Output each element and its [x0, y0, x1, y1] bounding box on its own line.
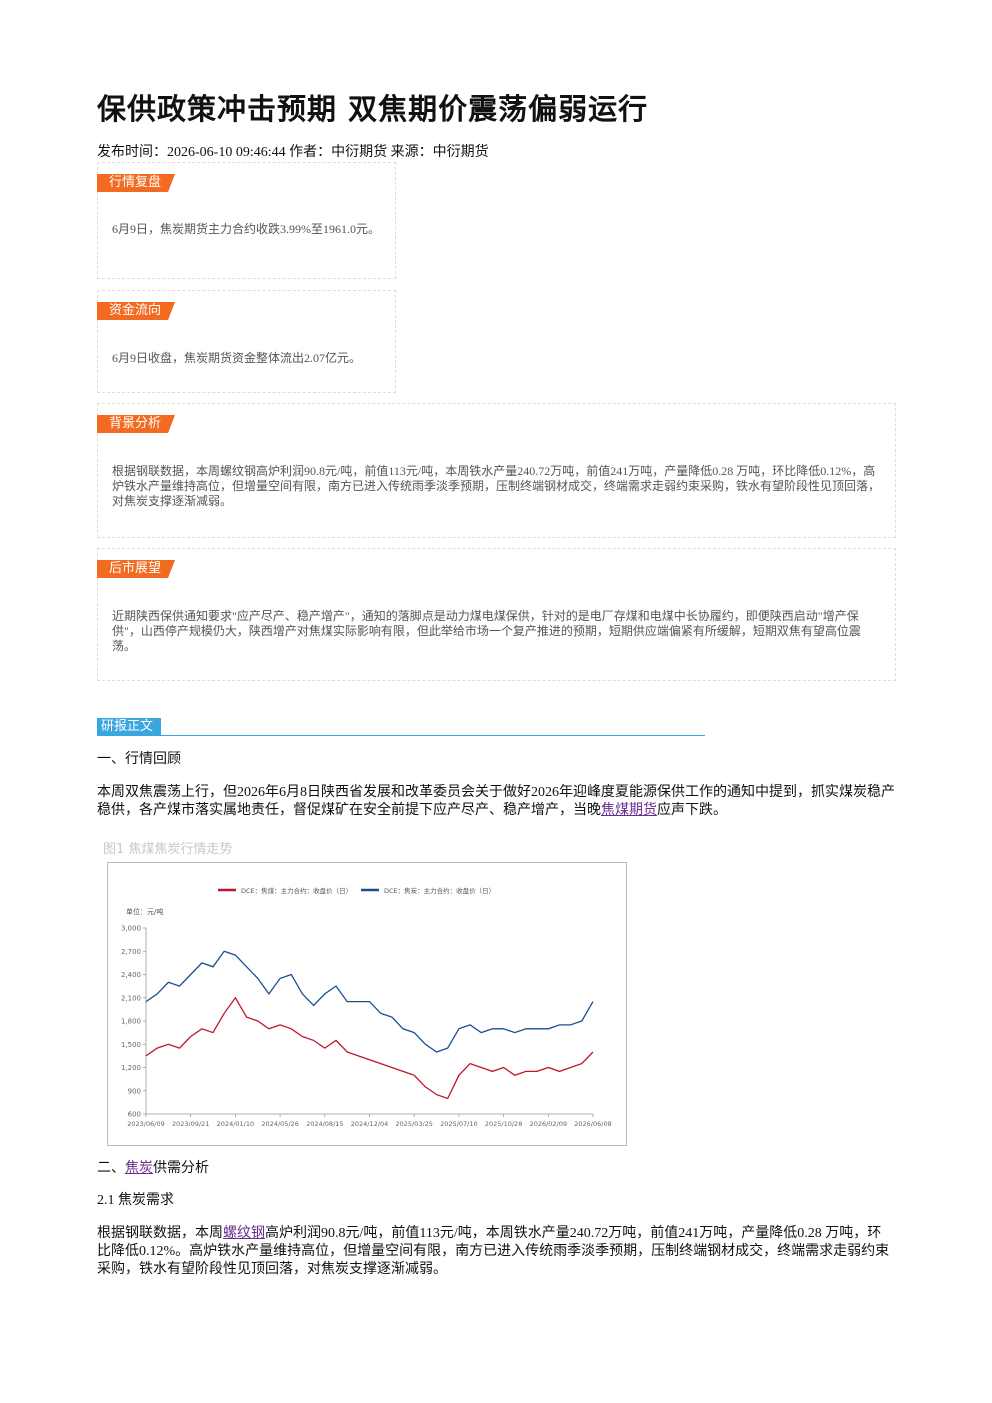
y-tick-label: 2,400 — [121, 971, 141, 979]
x-tick-label: 2025/10/28 — [485, 1120, 522, 1128]
x-tick-label: 2024/05/26 — [261, 1120, 298, 1128]
y-tick-label: 3,000 — [121, 925, 141, 933]
x-tick-label: 2024/08/15 — [306, 1120, 343, 1128]
tag: 背景分析 — [97, 415, 175, 433]
x-tick-label: 2026/06/08 — [574, 1120, 611, 1128]
section-tag: 研报正文 — [97, 718, 162, 736]
series-line — [145, 996, 594, 1100]
text: 二、 — [97, 1161, 125, 1176]
series-line — [145, 950, 594, 1053]
y-tick-label: 1,800 — [121, 1018, 141, 1026]
summary-box: 背景分析 根据钢联数据，本周螺纹钢高炉利润90.8元/吨，前值113元/吨，本周… — [97, 403, 896, 538]
y-tick-label: 1,500 — [121, 1041, 141, 1049]
y-tick-label: 1,200 — [121, 1064, 141, 1072]
legend-label: DCE：焦煤：主力合约：收盘价（日） — [241, 886, 352, 895]
text: 高炉利润90.8元/吨，前值113元/吨，本周铁水产量240.72万吨，前值24… — [97, 1226, 890, 1277]
paragraph: 根据钢联数据，本周螺纹钢高炉利润90.8元/吨，前值113元/吨，本周铁水产量2… — [97, 1225, 895, 1279]
x-tick-label: 2025/07/10 — [440, 1120, 477, 1128]
link[interactable]: 焦炭 — [125, 1161, 153, 1176]
x-tick-label: 2026/02/09 — [530, 1120, 567, 1128]
summary-box: 行情复盘 6月9日，焦炭期货主力合约收跌3.99%至1961.0元。 — [97, 162, 396, 279]
x-tick-label: 2024/01/10 — [217, 1120, 254, 1128]
title: 保供政策冲击预期 双焦期价震荡偏弱运行 — [97, 92, 649, 126]
caption: 图1 焦煤焦炭行情走势 — [103, 842, 233, 857]
x-tick-label: 2024/12/04 — [351, 1120, 388, 1128]
paragraph: 本周双焦震荡上行，但2026年6月8日陕西省发展和改革委员会关于做好2026年迎… — [97, 784, 895, 820]
text: 本周双焦震荡上行，但2026年6月8日陕西省发展和改革委员会关于做好2026年迎… — [97, 785, 895, 818]
legend-label: DCE：焦炭：主力合约：收盘价（日） — [384, 886, 495, 895]
summary-box: 资金流向 6月9日收盘，焦炭期货资金整体流出2.07亿元。 — [97, 290, 396, 393]
heading: 2.1 焦炭需求 — [97, 1193, 174, 1208]
summary-box: 后市展望 近期陕西保供通知要求"应产尽产、稳产增产"，通知的落脚点是动力煤电煤保… — [97, 548, 896, 681]
y-tick-label: 2,100 — [121, 994, 141, 1002]
x-tick-label: 2023/06/09 — [127, 1120, 164, 1128]
heading: 一、行情回顾 — [97, 752, 181, 767]
x-tick-label: 2025/03/25 — [395, 1120, 432, 1128]
meta: 发布时间：2026-06-10 09:46:44 作者：中衍期货 来源：中衍期货 — [97, 145, 489, 160]
tag: 行情复盘 — [97, 174, 175, 192]
box-text: 近期陕西保供通知要求"应产尽产、稳产增产"，通知的落脚点是动力煤电煤保供，针对的… — [112, 609, 861, 653]
chart: 单位：元/吨 600 900 1,200 1,500 1,800 2,100 2,400 2,7… — [107, 862, 627, 1146]
y-label: 单位：元/吨 — [126, 907, 163, 916]
heading: 二、焦炭供需分析 — [97, 1160, 895, 1178]
tag: 后市展望 — [97, 560, 175, 578]
link[interactable]: 螺纹钢 — [223, 1226, 265, 1241]
box-text: 6月9日收盘，焦炭期货资金整体流出2.07亿元。 — [112, 351, 362, 365]
box-text: 根据钢联数据，本周螺纹钢高炉利润90.8元/吨，前值113元/吨，本周铁水产量2… — [112, 464, 881, 508]
tag: 资金流向 — [97, 302, 175, 320]
text: 根据钢联数据，本周 — [97, 1226, 223, 1241]
text: 应声下跌。 — [657, 803, 727, 818]
text: 供需分析 — [153, 1161, 209, 1176]
divider — [97, 735, 705, 736]
y-tick-label: 2,700 — [121, 948, 141, 956]
y-tick-label: 900 — [128, 1087, 141, 1095]
link[interactable]: 焦煤期货 — [601, 803, 657, 818]
y-tick-label: 600 — [128, 1111, 141, 1119]
x-tick-label: 2023/09/21 — [172, 1120, 209, 1128]
box-text: 6月9日，焦炭期货主力合约收跌3.99%至1961.0元。 — [112, 222, 380, 236]
